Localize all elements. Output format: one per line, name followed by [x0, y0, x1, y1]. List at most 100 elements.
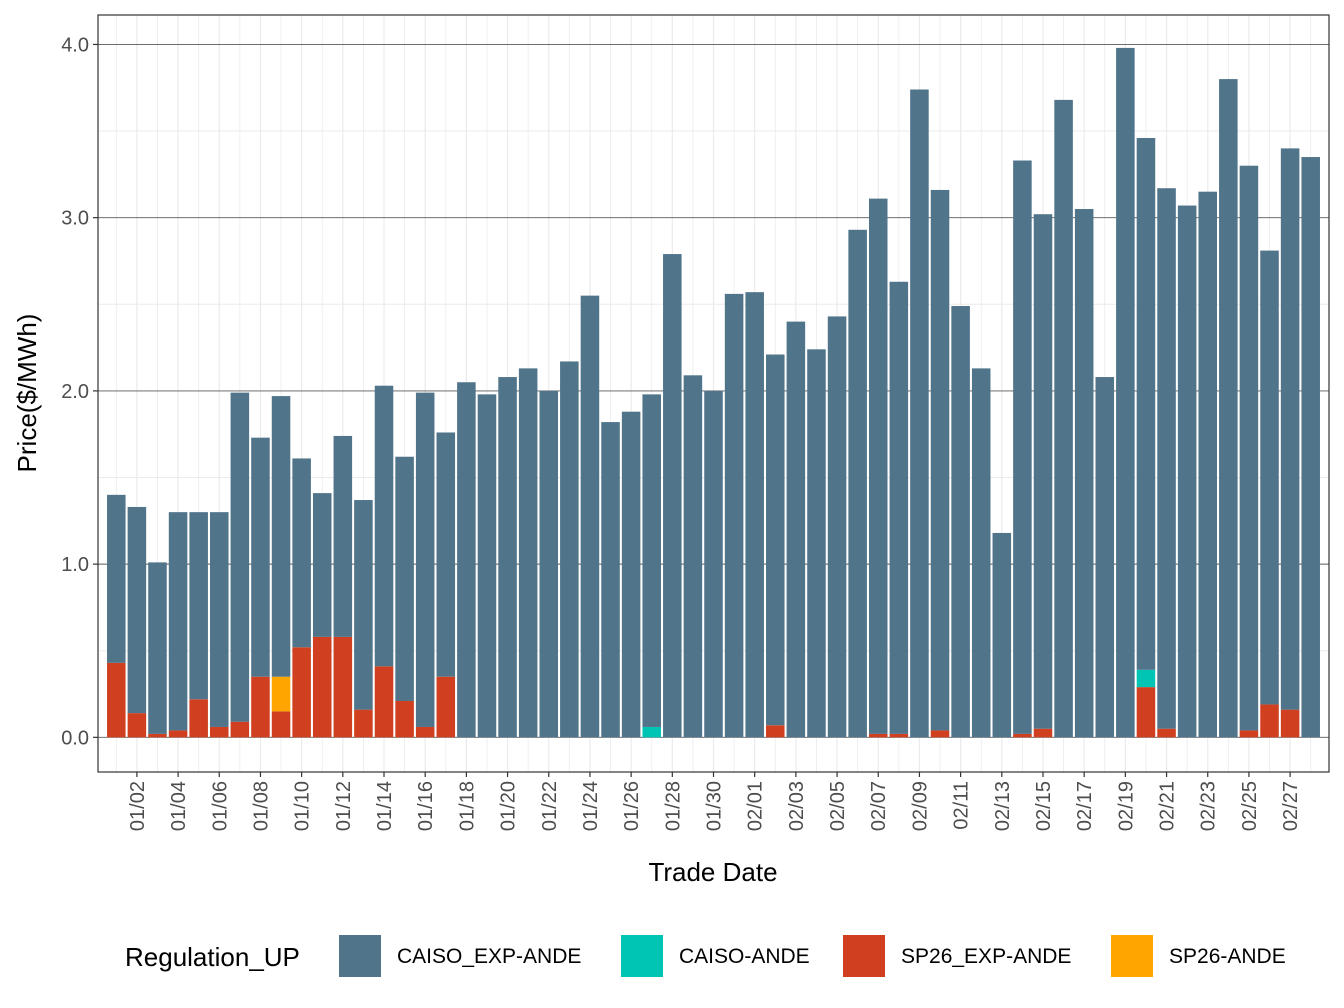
bar-segment [1013, 733, 1032, 738]
x-tick-label: 02/05 [827, 781, 849, 831]
bar-segment [436, 432, 456, 677]
bar-segment [209, 512, 229, 727]
bar-segment [663, 254, 682, 738]
bar-segment [1157, 188, 1176, 729]
x-tick-label: 02/19 [1115, 781, 1137, 831]
bar-segment [683, 375, 703, 738]
bar-segment [642, 726, 661, 738]
bar-segment [539, 390, 559, 738]
x-tick-label: 01/08 [250, 781, 272, 831]
x-tick-label: 01/24 [580, 781, 602, 831]
bar-segment [168, 512, 188, 731]
bar-segment [209, 726, 229, 738]
bar-segment [292, 647, 311, 738]
x-tick-label: 01/22 [539, 781, 561, 831]
y-tick-label: 0.0 [61, 727, 89, 749]
bar-segment [1136, 669, 1156, 688]
panel [97, 14, 1330, 773]
bar-segment [477, 394, 497, 738]
x-tick-label: 02/15 [1033, 781, 1055, 831]
bar-segment [312, 636, 332, 738]
x-tick-label: 01/28 [662, 781, 684, 831]
x-tick-label: 02/23 [1198, 781, 1220, 831]
x-tick-label: 01/14 [374, 781, 396, 831]
bar-segment [930, 189, 950, 731]
x-tick-label: 01/16 [415, 781, 437, 831]
bar-segment [704, 390, 723, 738]
bar-segment [1260, 704, 1279, 738]
bar-segment [1054, 99, 1073, 738]
bar-segment [127, 506, 147, 714]
bar-segment [1033, 728, 1053, 738]
legend-label: SP26_EXP-ANDE [901, 945, 1071, 968]
y-tick-label: 3.0 [61, 208, 89, 230]
bar-segment [333, 435, 353, 637]
bar-segment [354, 500, 373, 710]
x-tick-label: 02/13 [992, 781, 1014, 831]
bar-segment [1198, 191, 1218, 738]
bar-segment [868, 198, 888, 734]
bar-segment [951, 306, 970, 738]
legend-key [339, 935, 381, 977]
bar-segment [457, 382, 476, 738]
legend-key [843, 935, 885, 977]
bar-segment [621, 411, 641, 738]
bar-segment [1260, 250, 1279, 705]
bar-segment [766, 725, 785, 738]
x-tick-label: 01/26 [621, 781, 643, 831]
x-tick-label: 01/10 [292, 781, 314, 831]
bar-segment [230, 721, 250, 738]
x-tick-label: 02/11 [951, 781, 973, 830]
bar-segment [724, 293, 744, 738]
bar-segment [560, 361, 579, 738]
bar-segment [1219, 79, 1238, 738]
bar-segment [107, 494, 126, 663]
bar-segment [807, 349, 826, 738]
bar-segment [889, 281, 909, 734]
bar-segment [354, 709, 373, 738]
bar-segment [333, 636, 353, 738]
x-tick-label: 01/02 [127, 781, 149, 831]
bar-segment [1116, 47, 1135, 738]
bar-segment [374, 666, 394, 738]
bar-segment [127, 713, 147, 738]
legend-key [621, 935, 663, 977]
x-axis: 01/02 01/04 01/06 01/08 01/10 01/12 01/14 01/16… [127, 772, 1302, 831]
x-tick-label: 02/03 [786, 781, 808, 831]
bar-segment [415, 726, 435, 738]
bars [107, 47, 1320, 738]
bar-segment [271, 396, 291, 677]
bar-segment [1301, 157, 1320, 738]
x-tick-label: 01/04 [168, 781, 190, 831]
bar-segment [1136, 137, 1156, 670]
bar-segment [889, 733, 909, 738]
bar-segment [1095, 377, 1115, 738]
bar-segment [1280, 709, 1300, 738]
x-tick-label: 01/18 [456, 781, 478, 831]
bar-segment [786, 321, 806, 738]
x-axis-title: Trade Date [648, 857, 777, 887]
x-tick-label: 01/30 [704, 781, 726, 831]
x-tick-label: 01/12 [333, 781, 355, 831]
x-tick-label: 02/17 [1074, 781, 1096, 831]
x-tick-label: 02/21 [1157, 781, 1179, 831]
bar-segment [415, 392, 435, 727]
x-tick-label: 02/09 [909, 781, 931, 831]
bar-segment [992, 532, 1012, 738]
bar-segment [580, 295, 600, 738]
x-tick-label: 02/27 [1280, 781, 1302, 831]
bar-segment [251, 676, 270, 738]
bar-segment [292, 458, 311, 648]
bar-segment [1033, 214, 1053, 729]
legend-label: CAISO-ANDE [679, 945, 810, 968]
x-tick-label: 02/25 [1239, 781, 1261, 831]
bar-segment [189, 512, 208, 700]
legend-label: SP26-ANDE [1169, 945, 1286, 968]
bar-segment [251, 437, 270, 677]
bar-segment [148, 562, 167, 734]
bar-segment [168, 730, 188, 738]
bar-segment [601, 422, 620, 738]
bar-segment [271, 711, 291, 738]
bar-segment [1239, 730, 1259, 738]
bar-segment [1136, 687, 1156, 738]
